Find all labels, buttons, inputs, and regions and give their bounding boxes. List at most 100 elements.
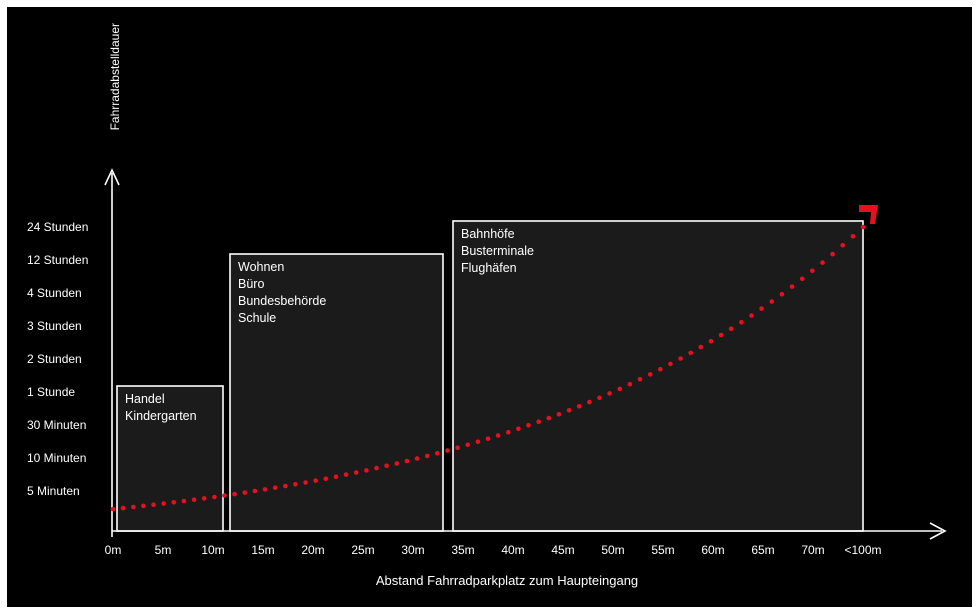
curve-dot	[810, 268, 815, 274]
region-box	[229, 253, 444, 532]
curve-dot	[658, 366, 663, 372]
curve-dot	[353, 470, 359, 475]
curve-dot	[222, 493, 227, 498]
curve-dot	[546, 415, 552, 421]
curve-dots	[110, 224, 866, 512]
category-regions: Handel Kindergarten Wohnen Büro Bundesbehörd…	[116, 220, 864, 532]
x-tick-label: 30m	[401, 543, 424, 557]
y-tick-label: 5 Minuten	[27, 484, 80, 498]
y-tick-label: 12 Stunden	[27, 253, 88, 267]
curve-dot	[465, 442, 471, 448]
x-tick-label: 40m	[501, 543, 524, 557]
curve-dot	[718, 332, 724, 338]
region-label: Flughäfen	[461, 261, 517, 275]
curve-dot	[201, 496, 207, 501]
region-box	[452, 220, 864, 532]
y-tick-label: 2 Stunden	[27, 352, 82, 366]
x-tick-label: 45m	[551, 543, 574, 557]
curve-dot	[850, 234, 856, 239]
x-tick-label: 5m	[155, 543, 172, 557]
curve-dot	[283, 483, 288, 489]
curve-dot	[769, 299, 775, 304]
y-tick-label: 3 Stunden	[27, 319, 82, 333]
region-label: Handel	[125, 392, 165, 406]
curve-dot	[647, 372, 653, 377]
x-axis-label: Abstand Fahrradparkplatz zum Haupteingan…	[376, 573, 638, 588]
curve-dot	[424, 453, 430, 459]
curve-dot	[151, 502, 156, 508]
curve-dot	[566, 408, 572, 413]
x-axis-arrow-icon	[929, 522, 947, 540]
arrow-end-icon	[859, 205, 878, 224]
curve-dot	[830, 251, 835, 257]
curve-dot	[688, 350, 693, 356]
x-tick-label: 55m	[651, 543, 674, 557]
region-label: Busterminale	[461, 244, 534, 258]
curve-dot	[262, 487, 268, 492]
x-tick-label: 25m	[351, 543, 374, 557]
curve-dot	[272, 485, 278, 491]
curve-dot	[404, 458, 410, 464]
curve-dot	[110, 506, 116, 512]
curve-dot	[678, 356, 683, 361]
curve-dot	[668, 361, 673, 367]
curve-dot	[374, 465, 379, 471]
curve-dot	[860, 224, 866, 230]
curve-dot	[131, 504, 136, 510]
curve-dot	[232, 491, 237, 497]
curve-dot	[587, 399, 592, 405]
x-tick-label: 15m	[251, 543, 274, 557]
curve-dot	[576, 404, 582, 409]
curve-dot	[799, 276, 805, 282]
y-tick-label: 24 Stunden	[27, 220, 88, 234]
curve-dot	[384, 463, 389, 469]
region-label: Schule	[238, 311, 276, 325]
curve-dot	[536, 419, 541, 425]
curve-dot	[526, 423, 531, 428]
curve-dot	[779, 291, 785, 297]
x-tick-label: 50m	[601, 543, 624, 557]
curve-dot	[495, 433, 501, 438]
y-axis-arrow-icon	[104, 168, 120, 186]
curve-dot	[343, 472, 349, 477]
curve-dot	[475, 439, 481, 445]
curve-dot	[759, 306, 764, 311]
curve-dot	[364, 468, 369, 473]
curve-dot	[607, 391, 612, 396]
curve-dot	[445, 448, 450, 453]
curve-dot	[313, 478, 319, 483]
x-tick-label: 35m	[451, 543, 474, 557]
curve-dot	[556, 412, 562, 417]
curve-dot	[708, 338, 714, 344]
curve-dot	[455, 445, 460, 451]
curve-dot	[698, 344, 704, 350]
axes	[104, 168, 947, 540]
x-tick-label: 10m	[201, 543, 224, 557]
x-tick-label: 0m	[105, 543, 122, 557]
curve-dot	[212, 494, 217, 500]
curve-dot	[820, 260, 825, 265]
region-label: Wohnen	[238, 260, 284, 274]
region-label: Bundesbehörde	[238, 294, 326, 308]
curve-dot	[323, 476, 329, 482]
y-tick-label: 30 Minuten	[27, 418, 86, 432]
curve-dot	[141, 503, 146, 509]
x-tick-labels: 0m 5m 10m 15m 20m 25m 30m 35m 40m 45m 50m 55m 60m 65m…	[105, 543, 882, 557]
curve-dot	[749, 313, 754, 318]
curve-dot	[739, 319, 744, 325]
curve-dot	[435, 451, 440, 456]
x-tick-label: 20m	[301, 543, 324, 557]
x-tick-label: <100m	[844, 543, 881, 557]
chart-frame: Handel Kindergarten Wohnen Büro Bundesbehörd…	[7, 7, 972, 607]
y-tick-label: 10 Minuten	[27, 451, 86, 465]
x-tick-label: 65m	[751, 543, 774, 557]
chart: Handel Kindergarten Wohnen Büro Bundesbehörd…	[27, 23, 947, 588]
x-tick-label: 70m	[801, 543, 824, 557]
curve-dot	[840, 243, 845, 248]
region-label: Bahnhöfe	[461, 227, 515, 241]
curve-dot	[252, 488, 258, 494]
region-label: Kindergarten	[125, 409, 197, 423]
curve-dot	[394, 461, 400, 466]
curve-dot	[120, 505, 126, 511]
curve-dot	[516, 426, 521, 432]
